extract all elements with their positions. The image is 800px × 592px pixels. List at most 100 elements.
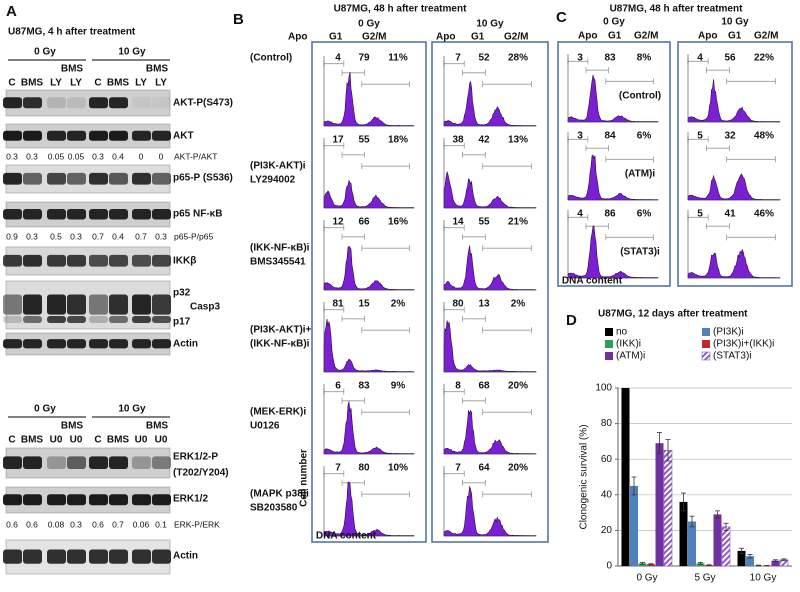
phase-value: 28% [508, 53, 528, 64]
p65-band [109, 209, 128, 220]
akt-p-band [47, 97, 66, 109]
histogram [323, 245, 415, 291]
y-tick-label: 20 [601, 525, 613, 536]
phase-label: Apo [288, 32, 307, 43]
bar [771, 560, 780, 566]
phase-value: 3 [577, 53, 583, 64]
actin-band [132, 549, 151, 564]
phase-label: Apo [698, 31, 717, 42]
bar [655, 443, 664, 566]
phase-value: 5 [697, 209, 703, 220]
casp3-band [152, 294, 171, 315]
panel-box [557, 41, 671, 287]
casp3-p17-band [109, 316, 128, 323]
histogram [443, 409, 537, 455]
panel-letter: A [6, 3, 17, 20]
x-tick-label: 10 Gy [750, 573, 777, 584]
erk-p-band [67, 456, 86, 469]
phase-value: 83 [358, 381, 370, 392]
blot-label: AKT [173, 131, 194, 142]
histogram [323, 401, 415, 455]
blot-label: p65-P (S536) [173, 173, 233, 184]
axis-label: DNA content [316, 531, 377, 542]
phase-value: 7 [455, 53, 461, 64]
casp3-p17-band [67, 316, 86, 323]
panel-title: U87MG, 48 h after treatment [334, 4, 467, 15]
akt-band [89, 130, 108, 141]
akt-band [132, 130, 151, 141]
phase-value: 56 [724, 53, 736, 64]
phase-value: 32 [724, 131, 736, 142]
bar [621, 388, 630, 566]
p65-band [152, 209, 171, 220]
akt-band [152, 130, 171, 141]
erk-p-band [23, 456, 42, 469]
casp3-band [89, 294, 108, 315]
histogram [567, 74, 659, 123]
lane-label: LY [50, 78, 62, 89]
ikk-band [47, 254, 66, 267]
phase-label: G1 [329, 32, 343, 43]
ratio-value: 0 [159, 151, 164, 161]
blot-label: (T202/Y204) [173, 468, 229, 479]
phase-value: 10% [388, 463, 408, 474]
erk-band [132, 494, 151, 506]
combo-label: BMS [61, 64, 84, 75]
erk-band [67, 494, 86, 506]
histogram [443, 486, 537, 537]
legend-swatch [702, 328, 710, 336]
akt-band [109, 130, 128, 141]
ratio-value: 0.08 [48, 519, 65, 529]
p65-band [89, 209, 108, 220]
axis-label: Clonogenic survival (%) [579, 424, 590, 529]
y-tick-label: 40 [601, 489, 613, 500]
ratio-value: 0.6 [26, 519, 38, 529]
histogram [443, 80, 537, 127]
y-tick-label: 60 [601, 454, 613, 465]
lane-label: C [8, 435, 15, 446]
erk-band [47, 494, 66, 506]
phase-value: 2% [511, 299, 526, 310]
panel-title: U87MG, 48 h after treatment [610, 4, 743, 15]
actin-band [23, 339, 42, 349]
histogram [687, 79, 781, 123]
blot-label: AKT-P(S473) [173, 98, 233, 109]
bar [638, 563, 647, 566]
phase-value: 41 [724, 209, 736, 220]
combo-label: BMS [61, 421, 84, 432]
x-tick-label: 5 Gy [694, 573, 715, 584]
p65-p-band [132, 172, 151, 185]
casp3-band [3, 294, 22, 315]
p65-p-band [152, 172, 171, 185]
p65-p-band [67, 172, 86, 185]
phase-value: 7 [335, 463, 341, 474]
bar [688, 521, 696, 566]
phase-value: 42 [478, 135, 490, 146]
lane-label: LY [135, 78, 147, 89]
p65-p-band [23, 172, 42, 185]
lane-label: U0 [155, 435, 168, 446]
erk-band [23, 494, 42, 506]
ikk-band [132, 254, 151, 267]
ratio-value: 0.9 [6, 231, 18, 241]
actin-band [152, 549, 171, 564]
row-label: SB203580 [250, 503, 298, 514]
ratio-value: 0.4 [112, 231, 124, 241]
histogram [567, 225, 659, 279]
histogram [443, 170, 537, 209]
legend-swatch [701, 351, 711, 361]
legend-swatch [605, 352, 613, 360]
legend-label: no [616, 327, 628, 338]
legend-swatch [605, 340, 613, 348]
lane-label: U0 [50, 435, 63, 446]
dose-label: 10 Gy [118, 47, 146, 58]
panel-letter: B [233, 11, 244, 28]
dose-label: 0 Gy [603, 17, 625, 28]
lane-label: BMS [107, 435, 130, 446]
legend-swatch [702, 340, 710, 348]
akt-band [3, 130, 22, 141]
phase-value: 7 [455, 463, 461, 474]
p65-p-band [47, 172, 66, 185]
